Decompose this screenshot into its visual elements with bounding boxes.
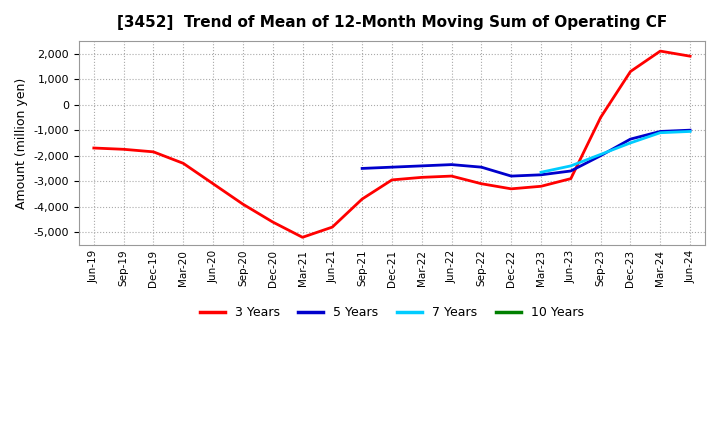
Title: [3452]  Trend of Mean of 12-Month Moving Sum of Operating CF: [3452] Trend of Mean of 12-Month Moving … bbox=[117, 15, 667, 30]
Y-axis label: Amount (million yen): Amount (million yen) bbox=[15, 77, 28, 209]
Legend: 3 Years, 5 Years, 7 Years, 10 Years: 3 Years, 5 Years, 7 Years, 10 Years bbox=[194, 301, 589, 324]
